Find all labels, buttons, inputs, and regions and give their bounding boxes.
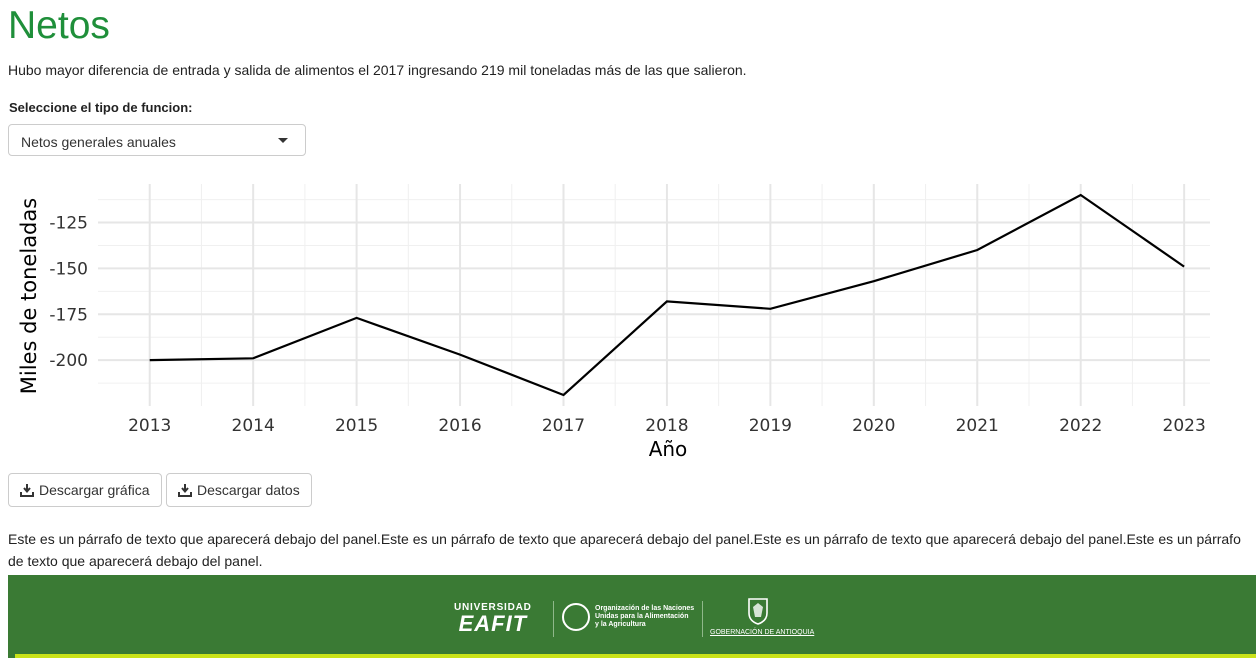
y-axis-ticks: -125 -150 -175 -200 <box>49 214 88 372</box>
download-chart-label: Descargar gráfica <box>39 482 150 498</box>
y-axis-title: Miles de toneladas <box>17 198 41 394</box>
eafit-logo: UNIVERSIDAD EAFIT <box>454 602 532 636</box>
fao-emblem-icon <box>562 603 590 631</box>
net-food-line-chart: -125-150-175-200 2013 2014 2015 2016 2017 201… <box>17 184 1210 461</box>
x-tick-label: 2015 <box>335 416 378 436</box>
antioquia-shield-icon <box>748 598 768 625</box>
x-tick-label: 2019 <box>749 416 792 436</box>
x-axis-title: Año <box>649 437 688 461</box>
x-tick-label: 2016 <box>438 416 481 436</box>
x-tick-label: 2021 <box>956 416 999 436</box>
download-data-label: Descargar datos <box>197 482 300 498</box>
x-tick-label: 2022 <box>1059 416 1102 436</box>
chart-grid <box>98 184 1210 406</box>
x-tick-label: 2018 <box>645 416 688 436</box>
download-icon <box>178 484 192 497</box>
y-tick-label: -125 <box>49 214 88 234</box>
x-tick-label: 2013 <box>128 416 171 436</box>
y-tick-label: -150 <box>49 259 88 279</box>
x-tick-label: 2023 <box>1163 416 1206 436</box>
footer-accent-stripe <box>15 654 1256 658</box>
x-axis-ticks: 2013 2014 2015 2016 2017 2018 2019 2020 2021 2022… <box>128 416 1206 436</box>
x-tick-label: 2020 <box>852 416 895 436</box>
caret-down-icon <box>278 138 288 143</box>
y-tick-label: -200 <box>49 351 88 371</box>
function-type-select[interactable]: Netos generales anuales <box>8 124 306 156</box>
info-paragraph: Este es un párrafo de texto que aparecer… <box>8 531 1241 569</box>
function-type-selected-value: Netos generales anuales <box>21 134 176 150</box>
logo-divider <box>553 601 554 637</box>
download-chart-button[interactable]: Descargar gráfica <box>8 473 162 507</box>
page-title: Netos <box>8 4 110 47</box>
gobernacion-logo-text: GOBERNACIÓN DE ANTIOQUIA <box>710 629 815 636</box>
fao-logo-text: Organización de las Naciones Unidas para… <box>595 605 695 628</box>
function-type-label: Seleccione el tipo de funcion: <box>9 100 193 115</box>
download-icon <box>20 484 34 497</box>
footer-banner: UNIVERSIDAD EAFIT Organización de las Na… <box>8 575 1256 658</box>
series-line <box>149 193 1185 397</box>
logo-divider <box>702 601 703 637</box>
page-subtitle: Hubo mayor diferencia de entrada y salid… <box>8 62 747 78</box>
x-tick-label: 2014 <box>232 416 275 436</box>
download-data-button[interactable]: Descargar datos <box>166 473 312 507</box>
y-tick-label: -175 <box>49 305 88 325</box>
x-tick-label: 2017 <box>542 416 585 436</box>
